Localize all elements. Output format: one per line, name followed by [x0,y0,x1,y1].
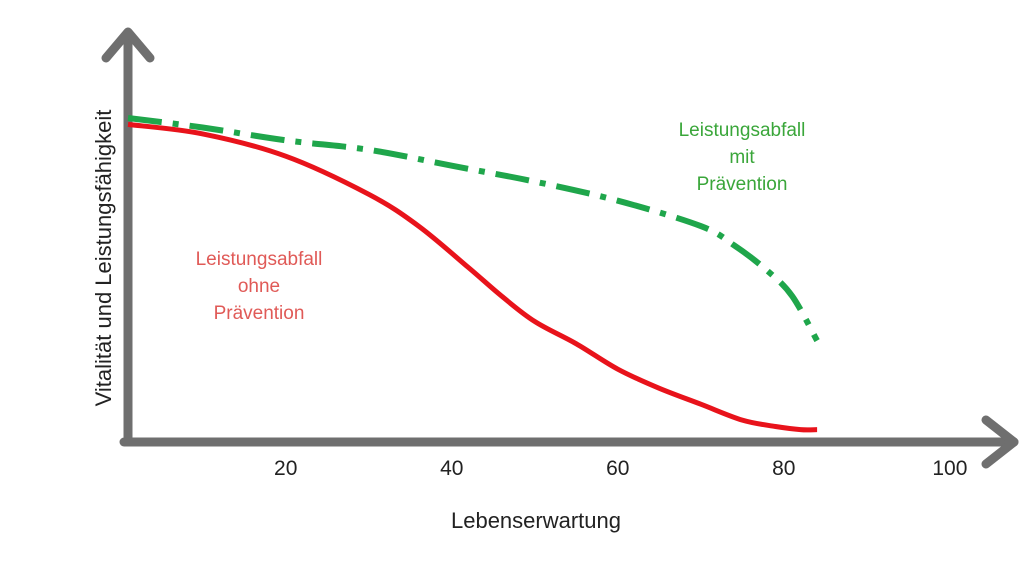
x-tick-label: 20 [274,457,297,480]
x-tick-label: 60 [606,457,629,480]
x-tick-labels: 20 40 60 80 100 [274,457,967,480]
x-tick-label: 80 [772,457,795,480]
x-tick-label: 100 [932,457,967,480]
series-line-ohne [127,121,818,433]
annotation-ohne: Leistungsabfall ohne Prävention [196,249,323,324]
annotation-line: mit [729,147,755,168]
annotations: LeistungsabfallohnePräventionLeistungsab… [196,120,806,324]
x-tick-label: 40 [440,457,463,480]
x-axis-label: Lebenserwartung [451,508,621,533]
annotation-line: Leistungsabfall [679,120,806,141]
series-layer [127,115,820,433]
annotation-line: Prävention [214,303,305,324]
series-line-mit [127,115,820,343]
annotation-line: Prävention [697,174,788,195]
y-axis-label: Vitalität und Leistungsfähigkeit [91,110,116,407]
x-axis-arrow [981,415,1019,469]
axes [101,27,1019,469]
annotation-line: Leistungsabfall [196,249,323,270]
annotation-line: ohne [238,276,280,297]
y-axis-arrow [101,27,155,63]
annotation-mit: Leistungsabfall mit Prävention [679,120,806,195]
